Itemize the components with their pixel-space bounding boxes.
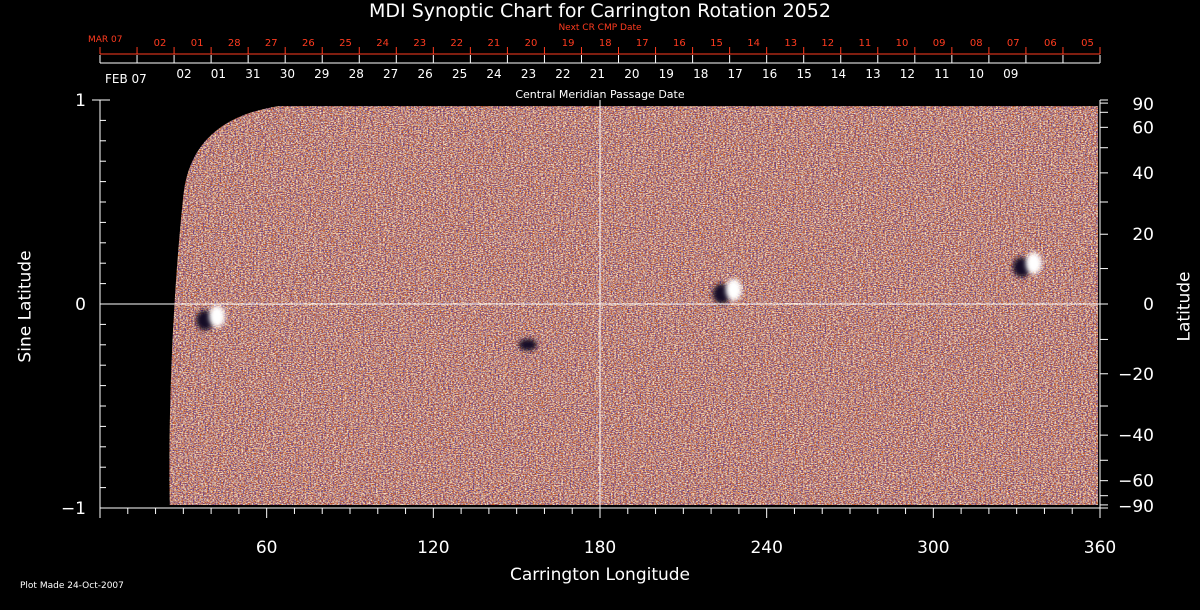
cmp-date-label: 09	[1003, 67, 1018, 81]
cmp-date-label: 24	[486, 67, 501, 81]
y-left-ticks: 1 0 −1	[61, 91, 110, 519]
y-left-tick-label: 1	[75, 91, 86, 111]
y-right-tick-label: −90	[1118, 497, 1154, 517]
next-cmp-date-label: 09	[933, 38, 946, 49]
next-cmp-date-label: 13	[784, 38, 797, 49]
cmp-date-label: 13	[865, 67, 880, 81]
cmp-date-label: 16	[762, 67, 777, 81]
cmp-date-label: 10	[969, 67, 984, 81]
next-cmp-date-label: 14	[747, 38, 760, 49]
next-cmp-date-label: 02	[154, 38, 167, 49]
next-cmp-first-label: MAR 07	[88, 35, 123, 45]
y-left-tick-label: −1	[61, 499, 86, 519]
active-regions	[196, 252, 1042, 351]
next-cmp-date-label: 24	[376, 38, 389, 49]
next-cmp-date-label: 26	[302, 38, 315, 49]
next-cmp-date-label: 20	[525, 38, 538, 49]
x-tick-label: 180	[584, 538, 616, 558]
y-right-tick-label: 40	[1132, 164, 1154, 184]
x-tick-label: 60	[256, 538, 278, 558]
cmp-date-label: 27	[383, 67, 398, 81]
cmp-date-label: 20	[624, 67, 639, 81]
next-cmp-date-label: 21	[488, 38, 501, 49]
cmp-date-caption: Central Meridian Passage Date	[515, 88, 685, 101]
y-right-tick-label: −40	[1118, 426, 1154, 446]
x-tick-label: 360	[1084, 538, 1116, 558]
next-cmp-date-label: 05	[1081, 38, 1094, 49]
y-right-tick-label: −20	[1118, 365, 1154, 385]
next-cmp-date-label: 11	[859, 38, 872, 49]
active-region-2	[712, 278, 742, 304]
cmp-date-label: 28	[349, 67, 364, 81]
cmp-date-label: 22	[555, 67, 570, 81]
cmp-date-label: 19	[659, 67, 674, 81]
cmp-date-label: 14	[831, 67, 846, 81]
positive-spot	[209, 305, 226, 328]
y-axis-label-right: Latitude	[1174, 271, 1195, 342]
cmp-date-label: 12	[900, 67, 915, 81]
active-region-4	[1012, 252, 1042, 278]
next-cmp-date-label: 10	[896, 38, 909, 49]
active-region-3	[518, 338, 537, 351]
y-right-tick-label: −60	[1118, 472, 1154, 492]
y-left-tick-label: 0	[75, 295, 86, 315]
positive-spot	[725, 278, 742, 301]
next-cmp-date-label: 06	[1044, 38, 1057, 49]
next-cmp-date-label: 19	[562, 38, 575, 49]
cmp-date-label: 26	[418, 67, 433, 81]
cmp-date-label: 11	[934, 67, 949, 81]
y-right-tick-label: 60	[1132, 118, 1154, 138]
next-cmp-date-label: 08	[970, 38, 983, 49]
next-cmp-date-label: 15	[710, 38, 723, 49]
cmp-date-label: 01	[211, 67, 226, 81]
cmp-date-label: 25	[452, 67, 467, 81]
next-cr-caption: Next CR CMP Date	[558, 23, 642, 33]
x-tick-label: 300	[917, 538, 949, 558]
y-right-ticks: 90 60 40 20 0 −20 −40 −60 −90	[1100, 95, 1154, 517]
cmp-date-label: 30	[280, 67, 295, 81]
next-cmp-date-label: 28	[228, 38, 241, 49]
cmp-date-label: 18	[693, 67, 708, 81]
cmp-date-label: 15	[796, 67, 811, 81]
next-cmp-date-label: 01	[191, 38, 204, 49]
cmp-date-label: 17	[728, 67, 743, 81]
crosshair-lines	[100, 100, 1100, 508]
cmp-date-axis: FEB 07 02 01 31 30 29 28 27 26 25 24 23 22 21 20 19 18 17…	[99, 55, 1101, 86]
cmp-first-label: FEB 07	[105, 72, 147, 86]
active-region-1	[196, 305, 226, 331]
next-cmp-date-label: 17	[636, 38, 649, 49]
next-cmp-date-label: 25	[339, 38, 352, 49]
negative-spot	[518, 338, 537, 351]
magnetogram-field	[169, 106, 1099, 505]
next-cmp-date-label: 27	[265, 38, 278, 49]
cmp-date-label: 21	[590, 67, 605, 81]
next-cmp-date-label: 07	[1007, 38, 1020, 49]
y-right-tick-label: 90	[1132, 95, 1154, 115]
cmp-date-label: 29	[314, 67, 329, 81]
chart-title: MDI Synoptic Chart for Carrington Rotati…	[369, 0, 831, 22]
y-right-tick-label: 20	[1132, 225, 1154, 245]
x-tick-label: 120	[417, 538, 449, 558]
next-cmp-date-label: 22	[450, 38, 463, 49]
x-axis-label: Carrington Longitude	[509, 565, 691, 585]
next-cmp-date-label: 16	[673, 38, 686, 49]
cmp-date-label: 02	[176, 67, 191, 81]
x-axis-ticks: 60 120 180 240 300 360	[99, 508, 1116, 558]
next-cmp-date-label: 18	[599, 38, 612, 49]
y-axis-label-left: Sine Latitude	[15, 250, 36, 363]
next-cmp-date-label: 12	[821, 38, 834, 49]
plot-made-note: Plot Made 24-Oct-2007	[20, 581, 124, 591]
y-right-tick-label: 0	[1143, 295, 1154, 315]
next-cmp-date-axis: MAR 07 02 01 28 27 26 25 24 23 22 21 20 19 18 17 16 15 14…	[88, 35, 1101, 55]
next-cmp-date-label: 23	[413, 38, 426, 49]
positive-spot	[1025, 252, 1042, 275]
cmp-date-label: 31	[245, 67, 260, 81]
x-tick-label: 240	[750, 538, 782, 558]
cmp-date-label: 23	[521, 67, 536, 81]
